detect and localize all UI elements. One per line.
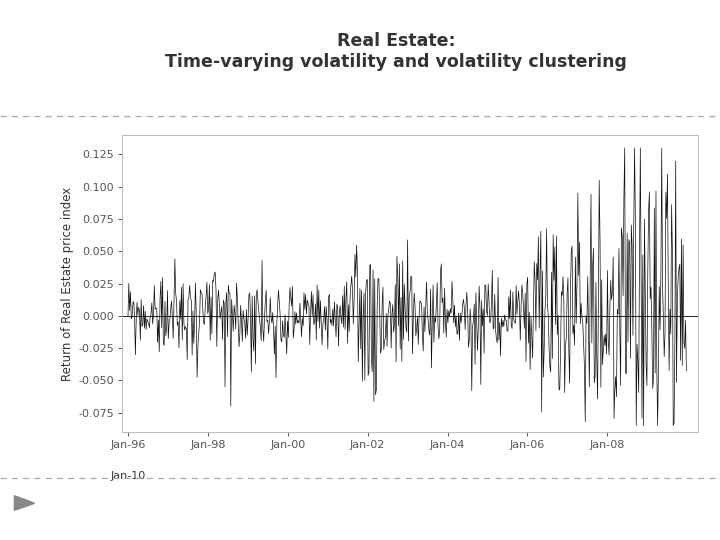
Y-axis label: Return of Real Estate price index: Return of Real Estate price index (61, 186, 74, 381)
Text: Jan-10: Jan-10 (110, 471, 145, 481)
Text: Real Estate:
Time-varying volatility and volatility clustering: Real Estate: Time-varying volatility and… (165, 32, 627, 71)
